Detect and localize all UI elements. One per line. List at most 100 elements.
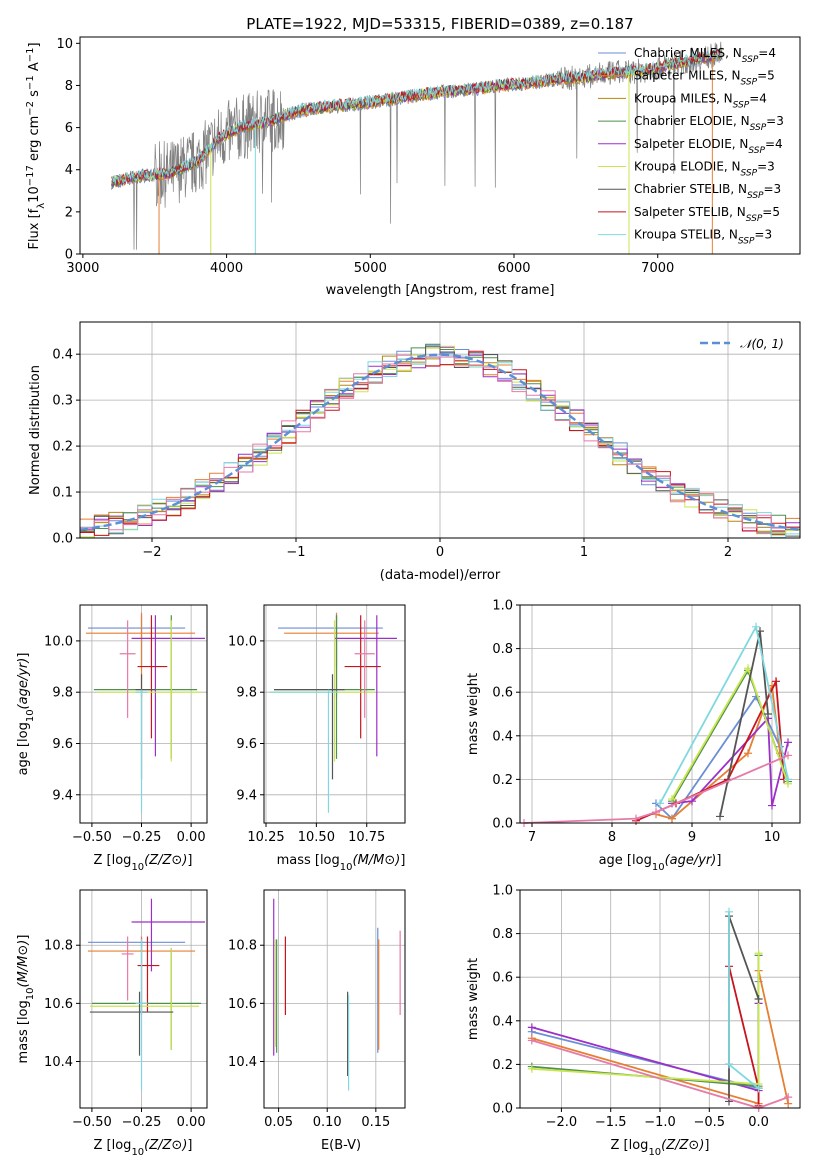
age-vs-Z-frame: [79, 604, 208, 824]
weight-marker: [716, 812, 724, 821]
histogram-series: [80, 350, 800, 536]
x-tick-label: −0.5: [694, 1115, 726, 1130]
y-tick-label: 0.0: [492, 817, 513, 832]
y-tick-label: 10.6: [228, 997, 257, 1012]
error-bar-point: [131, 898, 206, 972]
y-tick-label: 10.4: [228, 1055, 257, 1070]
mass-vs-EBV-points: [273, 898, 401, 1091]
mass-vs-Z-frame: [79, 889, 208, 1109]
age-vs-Z-points: [85, 612, 206, 813]
y-tick-label: 4: [65, 163, 73, 178]
y-tick-label: 0.4: [492, 1014, 513, 1029]
histogram-steps: [80, 343, 800, 538]
weight-marker: [688, 797, 696, 806]
y-tick-label: 0.2: [52, 440, 73, 455]
weight-marker: [784, 775, 792, 784]
age-vs-Z-x-label: Z [log10(Z/Z⊙)]: [94, 853, 193, 873]
age-vs-mass-x-label: mass [log10(M/M⊙)]: [277, 853, 406, 873]
histogram-frame: [79, 321, 801, 539]
x-tick-label: 7: [528, 830, 536, 845]
weight-marker: [656, 799, 664, 808]
weight-marker: [752, 622, 760, 631]
error-bar-point: [354, 620, 375, 718]
y-tick-label: 9.4: [52, 788, 73, 803]
y-tick-label: 9.4: [236, 788, 257, 803]
error-bar-point: [137, 936, 160, 1013]
legend-entry: Salpeter ELODIE, NSSP=4: [634, 137, 783, 156]
histogram-series: [80, 355, 800, 538]
error-bar-point: [135, 939, 148, 1091]
x-tick-label: 6000: [497, 261, 530, 276]
x-tick-label: 10: [764, 830, 781, 845]
mass-weight-vs-Z-axes: −2.0 −1.5 −1.0 −0.5 0.0 0.0 0.2 0.4 0.6 0.8 1.0: [492, 884, 800, 1130]
histogram-series: [80, 354, 800, 531]
y-tick-label: 2: [65, 205, 73, 220]
x-tick-label: −1.5: [595, 1115, 627, 1130]
weight-line: [635, 677, 785, 822]
x-tick-label: −2: [142, 545, 161, 560]
y-tick-label: 10.0: [44, 634, 73, 649]
error-bar-point: [344, 615, 381, 739]
legend-entry: Kroupa ELODIE, NSSP=3: [634, 160, 775, 179]
x-tick-label: 0.15: [361, 1115, 390, 1130]
weight-marker: [725, 1060, 734, 1069]
model-spectrum: [111, 45, 723, 184]
y-tick-label: 0.4: [52, 348, 73, 363]
histogram-legend-entry: 𝒩(0, 1): [740, 337, 784, 351]
y-tick-label: 1.0: [492, 884, 513, 899]
age-vs-mass-axes: 10.25 10.50 10.75 9.4 9.6 9.8 10.0: [228, 605, 405, 845]
mass-vs-Z-x-label: Z [log10(Z/Z⊙)]: [94, 1138, 193, 1158]
weight-marker: [632, 814, 640, 823]
mass-weight-vs-age-x-label: age [log10(age/yr)]: [599, 853, 722, 873]
x-tick-label: 0: [436, 545, 444, 560]
weight-marker: [668, 795, 676, 804]
x-tick-label: −0.25: [122, 1115, 162, 1130]
legend-entry: Kroupa MILES, NSSP=4: [634, 91, 767, 110]
y-tick-label: 1.0: [492, 599, 513, 614]
error-bar-point: [270, 620, 375, 762]
x-tick-label: 0.00: [177, 1115, 206, 1130]
weight-marker: [668, 814, 676, 823]
error-bar-point: [334, 615, 397, 757]
weight-marker: [764, 710, 772, 718]
y-tick-label: 10.4: [44, 1055, 73, 1070]
legend-entry: Chabrier ELODIE, NSSP=3: [634, 114, 784, 133]
histogram-y-label: Normed distribution: [28, 365, 43, 495]
x-tick-label: 10.75: [348, 830, 385, 845]
age-vs-Z-y-label: age [log10(age/yr)]: [16, 653, 36, 776]
x-tick-label: 9: [688, 830, 696, 845]
x-tick-label: 10.25: [247, 830, 284, 845]
weight-line: [659, 624, 789, 804]
error-bar-point: [97, 620, 202, 762]
error-bar-point: [85, 612, 196, 698]
x-tick-label: 7000: [641, 261, 674, 276]
legend-entry: Kroupa STELIB, NSSP=3: [634, 228, 772, 247]
y-tick-label: 0.8: [492, 927, 513, 942]
mass-weight-vs-age-y-label: mass weight: [466, 673, 481, 755]
error-bar-point: [270, 689, 339, 813]
y-tick-label: 0.6: [492, 686, 513, 701]
y-tick-label: 10.0: [228, 634, 257, 649]
x-tick-label: −0.50: [72, 830, 112, 845]
y-tick-label: 9.6: [236, 737, 257, 752]
y-tick-label: 0.0: [492, 1102, 513, 1117]
weight-line: [531, 1003, 760, 1092]
weight-marker: [527, 1036, 536, 1045]
histogram-x-label: (data-model)/error: [380, 568, 501, 583]
spectrum-axes: 3000 4000 5000 6000 7000 0 2 4 6 8 10: [56, 37, 674, 276]
age-vs-Z-axes: −0.50 −0.25 0.00 9.4 9.6 9.8 10.0: [44, 605, 207, 845]
spectrum-frame: [79, 36, 801, 255]
spectrum-x-label: wavelength [Angstrom, rest frame]: [326, 283, 555, 298]
weight-marker: [754, 995, 763, 1003]
weight-marker: [754, 1084, 763, 1093]
error-bar-point: [135, 674, 156, 780]
x-tick-label: −1: [286, 545, 305, 560]
error-bar-point: [137, 615, 168, 739]
spectrum-lines: [111, 41, 723, 254]
spectrum-legend: Chabrier MILES, NSSP=4 Salpeter MILES, NS…: [598, 46, 784, 247]
error-bar-point: [135, 689, 148, 813]
mass-weight-vs-Z-frame: [519, 889, 801, 1109]
age-vs-mass-frame: [263, 604, 406, 824]
error-bar-point: [89, 948, 200, 1050]
